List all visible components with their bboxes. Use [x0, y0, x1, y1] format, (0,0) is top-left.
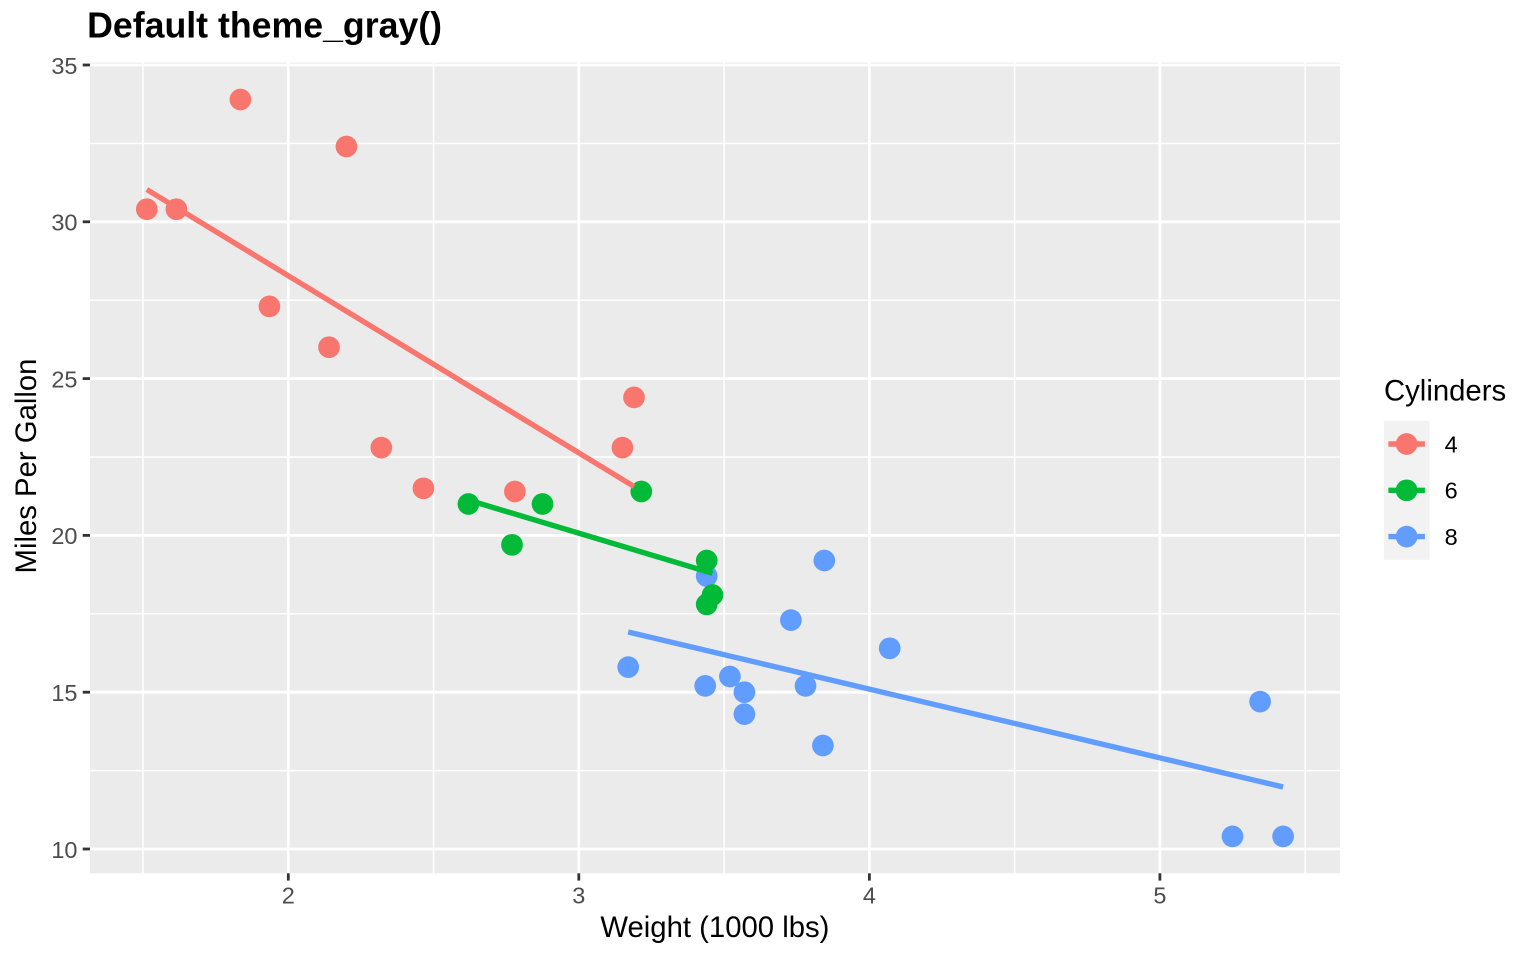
svg-text:10: 10 [51, 837, 77, 863]
svg-text:4: 4 [1445, 431, 1458, 457]
svg-text:15: 15 [51, 680, 77, 706]
svg-text:20: 20 [51, 523, 77, 549]
svg-text:Default theme_gray(): Default theme_gray() [87, 6, 442, 46]
svg-text:Weight (1000 lbs): Weight (1000 lbs) [600, 911, 829, 944]
svg-text:30: 30 [51, 210, 77, 236]
svg-text:8: 8 [1445, 524, 1458, 550]
svg-text:35: 35 [51, 53, 77, 79]
svg-text:2: 2 [282, 883, 295, 909]
svg-text:6: 6 [1445, 478, 1458, 504]
svg-text:Cylinders: Cylinders [1384, 375, 1506, 408]
svg-text:5: 5 [1153, 883, 1166, 909]
svg-text:25: 25 [51, 366, 77, 392]
svg-text:3: 3 [572, 883, 585, 909]
svg-text:4: 4 [863, 883, 876, 909]
svg-text:Miles Per Gallon: Miles Per Gallon [10, 359, 43, 574]
